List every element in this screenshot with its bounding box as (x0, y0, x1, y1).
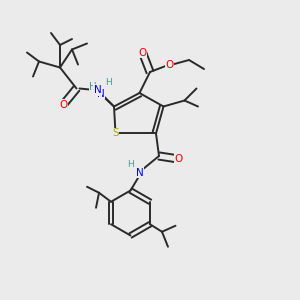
Text: O: O (59, 100, 67, 110)
Text: O: O (165, 59, 174, 70)
Text: H: H (105, 78, 111, 87)
Text: O: O (138, 47, 147, 58)
Text: O: O (174, 154, 183, 164)
Text: N: N (136, 167, 143, 178)
Text: S: S (112, 128, 119, 139)
Text: N: N (97, 89, 104, 99)
Text: N: N (94, 85, 101, 95)
Text: H: H (89, 82, 97, 92)
Text: H: H (127, 160, 134, 169)
